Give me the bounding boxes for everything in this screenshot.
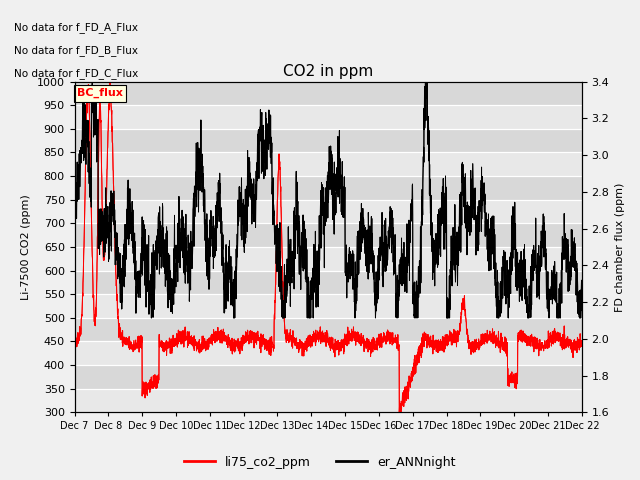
Line: li75_co2_ppm: li75_co2_ppm — [74, 82, 582, 412]
Text: No data for f_FD_B_Flux: No data for f_FD_B_Flux — [13, 45, 138, 56]
Bar — [74, 247, 582, 271]
Line: er_ANNnight: er_ANNnight — [74, 82, 582, 318]
Bar — [74, 389, 582, 412]
Bar — [74, 341, 582, 365]
Y-axis label: FD chamber flux (ppm): FD chamber flux (ppm) — [615, 182, 625, 312]
er_ANNnight — [266, 126, 273, 132]
Bar — [74, 176, 582, 200]
Text: No data for f_FD_A_Flux: No data for f_FD_A_Flux — [13, 22, 138, 33]
Text: No data for f_FD_C_Flux: No data for f_FD_C_Flux — [13, 68, 138, 79]
Bar — [74, 294, 582, 318]
li75_co2_ppm — [129, 345, 136, 351]
er_ANNnight — [159, 204, 166, 210]
li75_co2_ppm — [568, 341, 576, 347]
Bar — [74, 200, 582, 223]
er_ANNnight — [287, 265, 295, 271]
Y-axis label: Li-7500 CO2 (ppm): Li-7500 CO2 (ppm) — [21, 194, 31, 300]
er_ANNnight — [147, 315, 155, 321]
Text: BC_flux: BC_flux — [77, 88, 123, 98]
er_ANNnight — [422, 79, 429, 84]
er_ANNnight — [514, 250, 522, 255]
er_ANNnight — [568, 254, 576, 260]
Bar — [74, 129, 582, 153]
Title: CO2 in ppm: CO2 in ppm — [283, 64, 373, 79]
Bar — [74, 105, 582, 129]
er_ANNnight — [129, 238, 136, 244]
Legend: li75_co2_ppm, er_ANNnight: li75_co2_ppm, er_ANNnight — [179, 451, 461, 474]
er_ANNnight — [70, 214, 78, 219]
li75_co2_ppm — [578, 339, 586, 345]
Bar — [74, 223, 582, 247]
Bar — [74, 271, 582, 294]
li75_co2_ppm — [266, 351, 273, 357]
li75_co2_ppm — [287, 336, 295, 342]
li75_co2_ppm — [106, 79, 114, 84]
li75_co2_ppm — [70, 336, 78, 342]
Bar — [74, 318, 582, 341]
Bar — [74, 82, 582, 105]
er_ANNnight — [578, 285, 586, 290]
Bar — [74, 153, 582, 176]
li75_co2_ppm — [159, 339, 166, 345]
li75_co2_ppm — [514, 372, 522, 378]
li75_co2_ppm — [396, 409, 403, 415]
Bar — [74, 365, 582, 389]
